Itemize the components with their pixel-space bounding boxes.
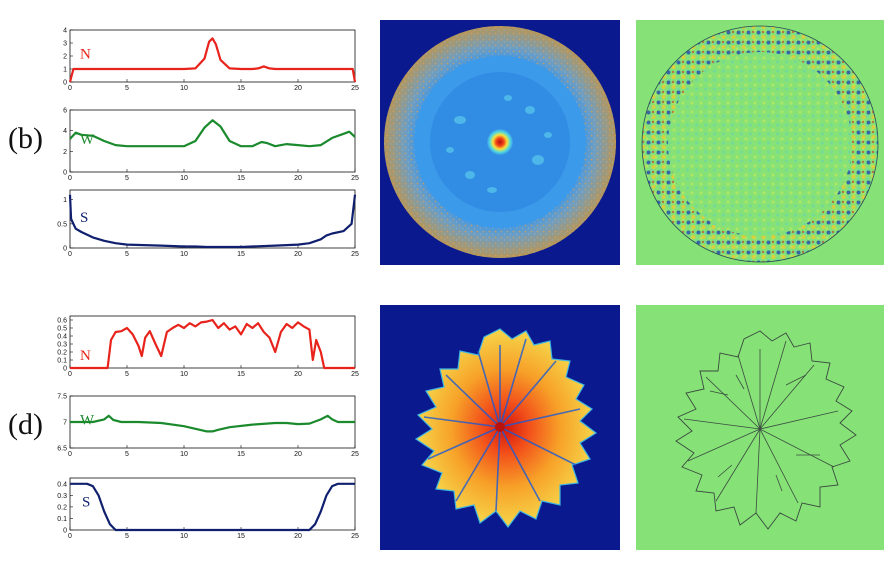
x-tick-label: 5 bbox=[125, 85, 129, 92]
y-tick-label: 6 bbox=[63, 108, 67, 115]
x-tick-label: 20 bbox=[294, 451, 302, 458]
y-tick-label: 0 bbox=[63, 528, 67, 535]
y-tick-label: 0.5 bbox=[57, 221, 67, 228]
x-tick-label: 5 bbox=[125, 175, 129, 182]
x-tick-label: 25 bbox=[351, 175, 359, 182]
x-tick-label: 0 bbox=[68, 251, 72, 258]
x-tick-label: 10 bbox=[180, 371, 188, 378]
x-tick-label: 0 bbox=[68, 175, 72, 182]
y-tick-label: 4 bbox=[63, 128, 67, 135]
y-tick-label: 0.4 bbox=[57, 481, 67, 488]
variable-label: N bbox=[80, 47, 91, 63]
y-tick-label: 6.5 bbox=[57, 446, 67, 453]
y-tick-label: 1 bbox=[63, 67, 67, 74]
x-tick-label: 15 bbox=[237, 451, 245, 458]
heatmap-d-density bbox=[380, 305, 620, 555]
y-tick-label: 7 bbox=[63, 420, 67, 427]
y-tick-label: 0.2 bbox=[57, 350, 67, 357]
y-tick-label: 0.1 bbox=[57, 358, 67, 365]
heatmap-b-density bbox=[380, 20, 620, 270]
x-tick-label: 0 bbox=[68, 371, 72, 378]
x-tick-label: 20 bbox=[294, 533, 302, 540]
y-tick-label: 1 bbox=[63, 197, 67, 204]
y-tick-label: 0 bbox=[63, 366, 67, 373]
x-tick-label: 20 bbox=[294, 85, 302, 92]
plot-frame bbox=[69, 109, 356, 173]
y-tick-label: 0.1 bbox=[57, 516, 67, 523]
x-tick-label: 25 bbox=[351, 533, 359, 540]
y-tick-label: 7.5 bbox=[57, 394, 67, 401]
series-line-s bbox=[70, 482, 355, 532]
y-tick-label: 0 bbox=[63, 80, 67, 87]
x-tick-label: 10 bbox=[180, 85, 188, 92]
x-tick-label: 25 bbox=[351, 85, 359, 92]
plot-d-n: 0 5 10 15 20 25 0 0.1 0.2 0.3 0.4 0.5 0.6 N bbox=[57, 315, 359, 383]
x-tick-label: 20 bbox=[294, 175, 302, 182]
x-tick-label: 5 bbox=[125, 533, 129, 540]
x-tick-label: 15 bbox=[237, 533, 245, 540]
series-line-w bbox=[70, 414, 355, 433]
x-tick-label: 15 bbox=[237, 371, 245, 378]
x-tick-label: 5 bbox=[125, 251, 129, 258]
x-tick-label: 5 bbox=[125, 371, 129, 378]
plot-frame bbox=[69, 477, 356, 531]
x-tick-label: 5 bbox=[125, 451, 129, 458]
plot-b-w: 0 5 10 15 20 25 0 2 4 6 W bbox=[63, 108, 359, 187]
plot-frame bbox=[69, 189, 356, 249]
y-tick-label: 3 bbox=[63, 41, 67, 48]
x-tick-label: 10 bbox=[180, 533, 188, 540]
y-tick-label: 0.2 bbox=[57, 504, 67, 511]
x-tick-label: 15 bbox=[237, 251, 245, 258]
x-tick-label: 25 bbox=[351, 451, 359, 458]
x-tick-label: 0 bbox=[68, 85, 72, 92]
series-line-n bbox=[68, 37, 357, 83]
x-tick-label: 25 bbox=[351, 251, 359, 258]
x-tick-label: 25 bbox=[351, 371, 359, 378]
x-tick-label: 20 bbox=[294, 371, 302, 378]
series-line-w bbox=[69, 119, 356, 148]
x-tick-label: 0 bbox=[68, 451, 72, 458]
x-tick-label: 10 bbox=[180, 175, 188, 182]
variable-label: W bbox=[80, 132, 95, 148]
y-tick-label: 0.3 bbox=[57, 342, 67, 349]
x-tick-label: 10 bbox=[180, 251, 188, 258]
density-hotspot bbox=[487, 129, 513, 155]
series-line-s bbox=[68, 194, 357, 249]
colony-body bbox=[414, 328, 598, 528]
plot-b-n: 0 5 10 15 20 25 0 1 2 3 4 N bbox=[63, 28, 359, 97]
pattern-d-field bbox=[636, 305, 884, 555]
plot-d-w: 0 5 10 15 20 25 6.5 7 7.5 W bbox=[57, 394, 359, 463]
plot-b-s: 0 5 10 15 20 25 0 0.5 1 S bbox=[57, 189, 359, 263]
variable-label: W bbox=[80, 413, 95, 429]
colony-outline bbox=[675, 330, 857, 530]
y-tick-label: 0.3 bbox=[57, 493, 67, 500]
y-tick-label: 0 bbox=[63, 246, 67, 253]
y-tick-label: 0.5 bbox=[57, 326, 67, 333]
pattern-b-field bbox=[636, 20, 884, 270]
y-tick-label: 0.6 bbox=[57, 318, 67, 325]
y-tick-label: 0.4 bbox=[57, 334, 67, 341]
series-line-n bbox=[70, 318, 355, 370]
plot-frame bbox=[69, 315, 356, 369]
y-tick-label: 2 bbox=[63, 149, 67, 156]
panel-label-b: (b) bbox=[8, 122, 43, 155]
x-tick-label: 15 bbox=[237, 85, 245, 92]
x-tick-label: 0 bbox=[68, 533, 72, 540]
y-tick-label: 4 bbox=[63, 28, 67, 35]
y-tick-label: 2 bbox=[63, 54, 67, 61]
x-tick-label: 15 bbox=[237, 175, 245, 182]
y-tick-label: 0 bbox=[63, 170, 67, 177]
variable-label: N bbox=[80, 348, 91, 364]
x-tick-label: 10 bbox=[180, 451, 188, 458]
panel-label-d: (d) bbox=[8, 408, 43, 441]
variable-label: S bbox=[80, 210, 88, 226]
x-tick-label: 20 bbox=[294, 251, 302, 258]
plot-d-s: 0 5 10 15 20 25 0 0.1 0.2 0.3 0.4 S bbox=[57, 477, 359, 545]
variable-label: S bbox=[82, 495, 90, 511]
